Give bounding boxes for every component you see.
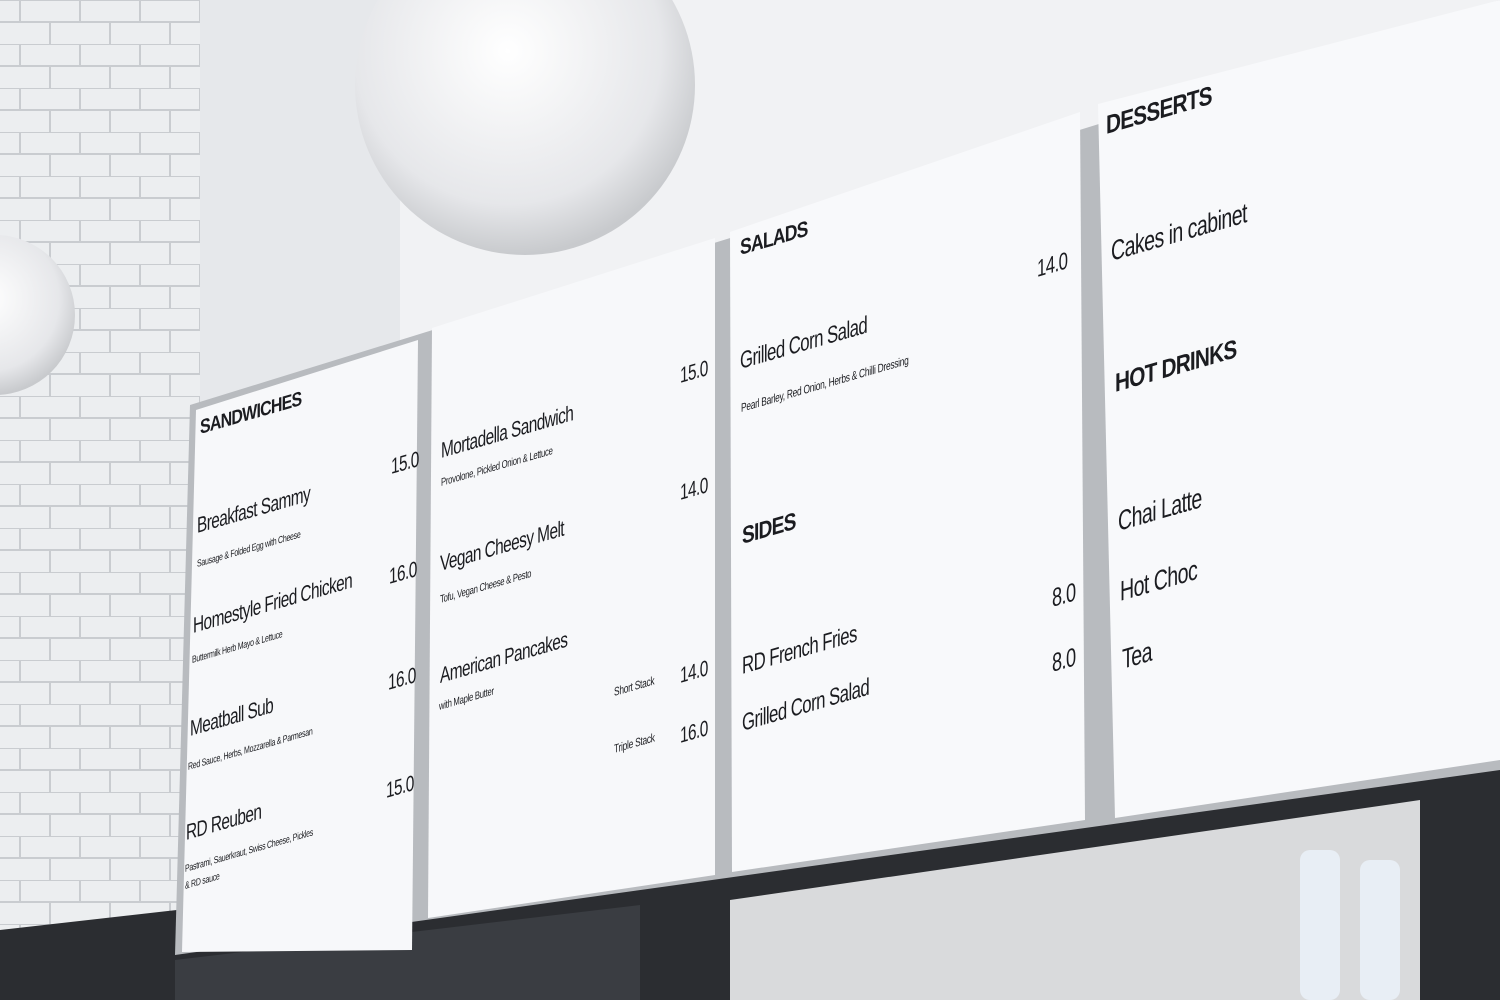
spray-bottle [1360, 860, 1400, 1000]
spray-bottle [1300, 850, 1340, 1000]
panel-4 [1098, 0, 1500, 818]
panel-2 [428, 238, 715, 918]
panel-1 [182, 340, 418, 952]
tiles [175, 905, 640, 1000]
price: 8.0 [1052, 641, 1076, 678]
pendant-lamp-globe-left [0, 235, 75, 395]
price: 8.0 [1052, 576, 1076, 613]
brick-wall [0, 0, 200, 1000]
panel-3 [730, 112, 1085, 872]
pendant-lamp-globe [355, 0, 695, 255]
